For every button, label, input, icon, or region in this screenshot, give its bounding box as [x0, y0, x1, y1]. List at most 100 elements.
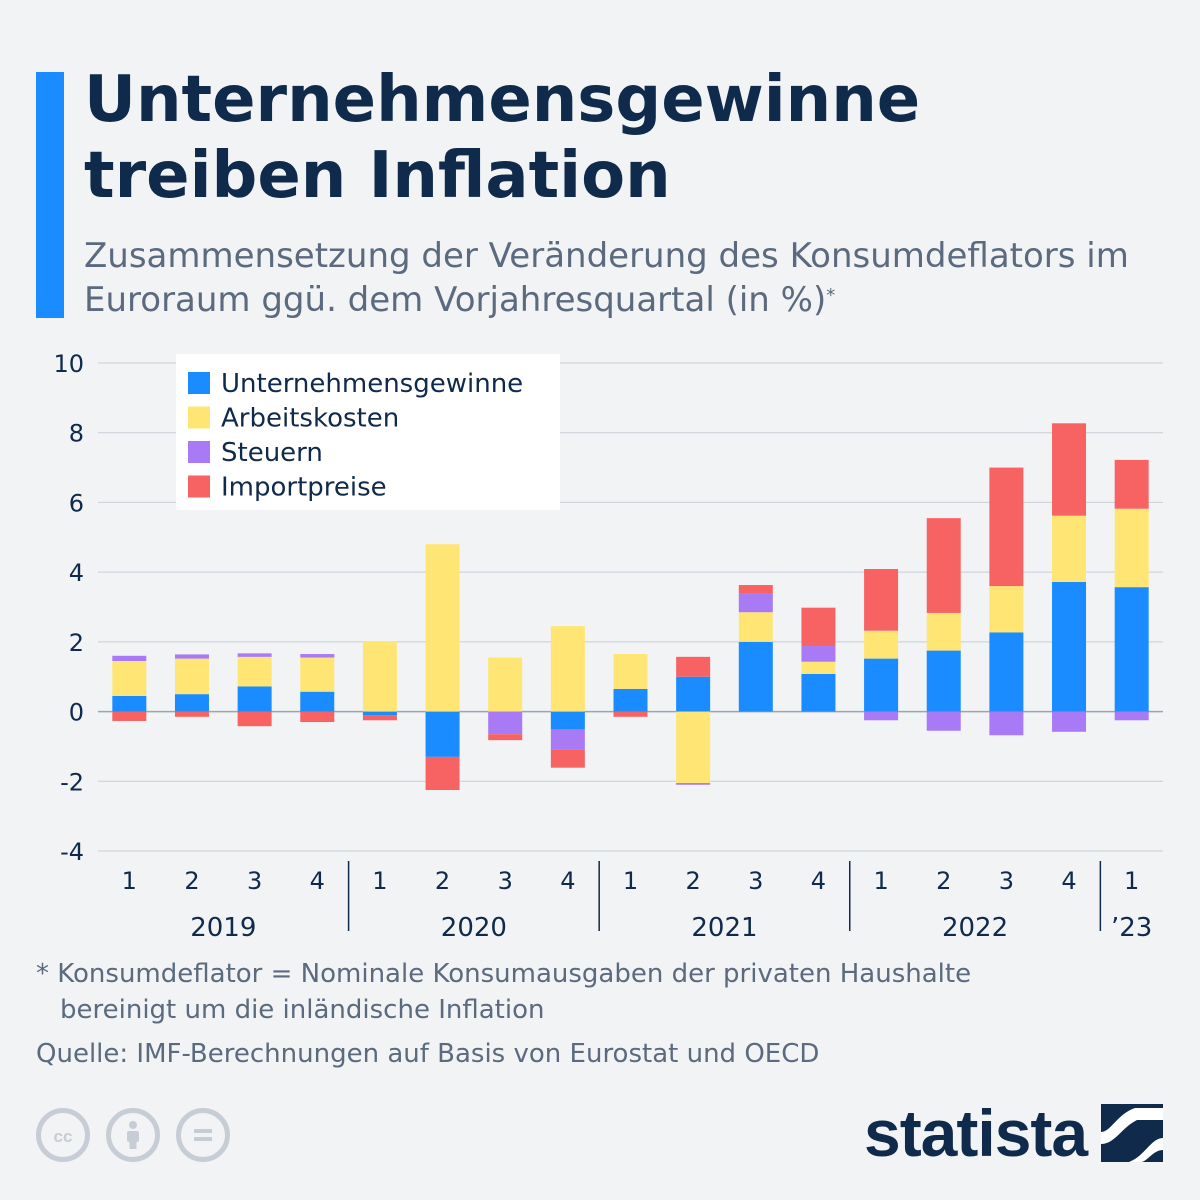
bar-segment: [926, 612, 961, 651]
bar-segment: [112, 661, 147, 696]
y-tick-label: -2: [60, 768, 84, 796]
bar-segment: [237, 686, 272, 712]
legend-box: [176, 354, 560, 510]
bar-segment: [989, 632, 1024, 712]
bar-segment: [300, 691, 335, 712]
bar-segment: [550, 626, 585, 712]
x-group-label: 2022: [942, 913, 1008, 940]
bar-segment: [613, 654, 648, 689]
x-tick-label: 1: [873, 867, 888, 895]
x-group-label: 2021: [691, 913, 757, 940]
bar-segment: [1114, 508, 1149, 588]
x-tick-label: 2: [184, 867, 199, 895]
bar-segment: [864, 711, 899, 721]
bar-segment: [801, 607, 836, 647]
bar-segment: [801, 646, 836, 662]
bar-segment: [112, 695, 147, 712]
bar-segment: [989, 586, 1024, 633]
x-tick-label: 2: [936, 867, 951, 895]
bar-segment: [300, 654, 335, 658]
legend-swatch: [188, 441, 210, 463]
legend-swatch: [188, 372, 210, 394]
bar-segment: [550, 729, 585, 750]
bar-segment: [801, 661, 836, 674]
bar-segment: [550, 711, 585, 729]
bar-segment: [362, 641, 397, 712]
bar-segment: [237, 656, 272, 687]
legend-label: Steuern: [221, 438, 323, 468]
bar-segment: [237, 711, 272, 727]
bar-segment: [738, 593, 773, 613]
legend-label: Arbeitskosten: [221, 404, 399, 434]
bar-segment: [237, 653, 272, 657]
attribution-icon[interactable]: [106, 1108, 160, 1162]
x-tick-label: 4: [1061, 867, 1076, 895]
no-derivatives-icon[interactable]: [176, 1108, 230, 1162]
x-tick-label: 4: [310, 867, 325, 895]
svg-text:cc: cc: [54, 1127, 73, 1146]
bar-segment: [613, 688, 648, 712]
creative-commons-icon[interactable]: cc: [36, 1108, 90, 1162]
y-tick-label: 6: [69, 489, 84, 517]
x-tick-label: 2: [435, 867, 450, 895]
subtitle: Zusammensetzung der Veränderung des Kons…: [84, 234, 1174, 322]
x-tick-label: 3: [999, 867, 1014, 895]
bar-segment: [738, 641, 773, 712]
y-tick-label: 10: [53, 350, 84, 378]
bar-segment: [362, 715, 397, 721]
statista-mark-icon: [1101, 1104, 1164, 1162]
bar-segment: [425, 711, 460, 757]
bar-segment: [174, 658, 209, 695]
legend-label: Importpreise: [221, 473, 387, 503]
bar-segment: [738, 585, 773, 594]
x-tick-label: 4: [811, 867, 826, 895]
x-group-label: ’23: [1111, 913, 1152, 940]
x-tick-label: 1: [122, 867, 137, 895]
footnote: * Konsumdeflator = Nominale Konsumausgab…: [36, 956, 1156, 1028]
bar-segment: [801, 673, 836, 712]
bar-segment: [112, 711, 147, 721]
bar-segment: [174, 654, 209, 659]
bar-segment: [425, 756, 460, 790]
bar-segment: [926, 518, 961, 613]
bar-segment: [550, 749, 585, 768]
legend-swatch: [188, 406, 210, 429]
y-tick-label: 0: [69, 699, 84, 727]
bar-segment: [613, 711, 648, 717]
bar-segment: [738, 612, 773, 642]
bar-segment: [864, 658, 899, 712]
bar-segment: [676, 783, 711, 785]
bar-segment: [926, 711, 961, 731]
bar-segment: [864, 569, 899, 631]
x-tick-label: 1: [372, 867, 387, 895]
legend-layer: Unternehmensgewinne Arbeitskosten Steuern I…: [176, 354, 560, 510]
subtitle-footnote-mark: *: [826, 285, 836, 306]
x-tick-label: 2: [686, 867, 701, 895]
bar-segment: [112, 655, 147, 662]
bar-segment: [1114, 587, 1149, 712]
y-tick-label: 8: [69, 420, 84, 448]
bar-segment: [676, 711, 711, 784]
x-group-label: 2019: [190, 913, 256, 940]
brand-name: statista: [864, 1096, 1088, 1170]
page-title: Unternehmensgewinne treiben Inflation: [84, 63, 921, 213]
accent-bar: [36, 72, 64, 318]
x-tick-label: 3: [748, 867, 763, 895]
statista-logo[interactable]: statista: [864, 1096, 1164, 1170]
bar-segment: [425, 544, 460, 712]
bar-segment: [362, 711, 397, 716]
bar-segment: [488, 734, 523, 741]
bar-segment: [989, 711, 1024, 736]
source-note: Quelle: IMF-Berechnungen auf Basis von E…: [36, 1039, 820, 1069]
bar-segment: [1052, 515, 1087, 582]
bar-segment: [926, 650, 961, 712]
y-tick-label: 4: [69, 559, 84, 587]
bar-segment: [174, 694, 209, 712]
subtitle-text: Zusammensetzung der Veränderung des Kons…: [84, 236, 1129, 320]
bar-segment: [676, 656, 711, 677]
x-tick-label: 3: [247, 867, 262, 895]
x-group-label: 2020: [441, 913, 507, 940]
x-tick-label: 1: [623, 867, 638, 895]
